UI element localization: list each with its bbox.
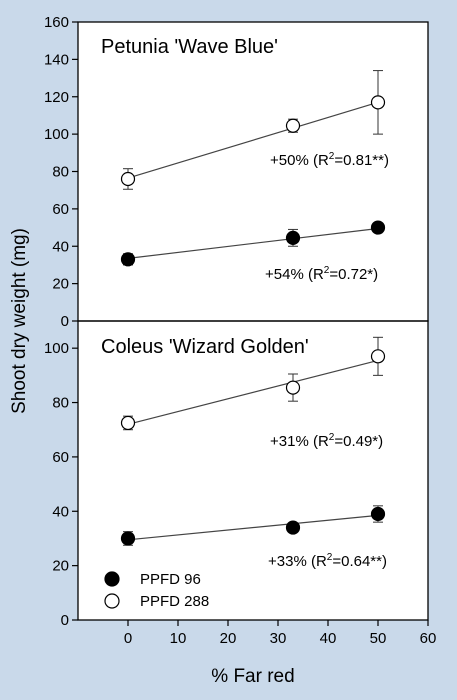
series-ppfd-96: +54% (R2=0.72*) (120, 220, 386, 283)
data-point (370, 506, 386, 522)
data-point (120, 252, 136, 267)
series-ppfd-288: +31% (R2=0.49*) (120, 336, 386, 450)
series-ppfd-288: +50% (R2=0.81**) (120, 70, 389, 190)
panel-frame (77, 320, 429, 621)
regression-annotation: +33% (R2=0.64**) (268, 552, 387, 570)
y-tick-label: 100 (44, 126, 69, 143)
y-tick-label: 20 (52, 558, 69, 575)
legend-item: PPFD 96 (104, 571, 201, 588)
legend-label: PPFD 288 (140, 593, 209, 610)
legend: PPFD 96 PPFD 288 (104, 571, 209, 610)
y-tick-label: 0 (61, 313, 69, 330)
legend-item: PPFD 288 (104, 593, 209, 610)
y-tick-label: 60 (52, 201, 69, 218)
y-tick-label: 40 (52, 503, 69, 520)
data-point (285, 118, 301, 133)
y-tick-label: 80 (52, 395, 69, 412)
data-point (120, 171, 136, 187)
panel-title: Coleus 'Wizard Golden' (101, 336, 309, 358)
regression-line (127, 101, 379, 179)
data-point (370, 349, 386, 364)
x-tick-label: 0 (124, 630, 132, 647)
data-point (370, 95, 386, 110)
legend-label: PPFD 96 (140, 571, 201, 588)
x-tick-label: 10 (170, 630, 187, 647)
legend-marker-open (104, 593, 120, 609)
y-tick-label: 60 (52, 449, 69, 466)
regression-line (127, 514, 379, 541)
regression-annotation: +54% (R2=0.72*) (265, 265, 378, 283)
panel-2: 0 20 40 60 80 100 Coleus 'Wizard Golden' +33% (… (44, 320, 429, 629)
data-point (285, 520, 301, 535)
x-axis: 0 10 20 30 40 50 60 (124, 620, 437, 647)
series-ppfd-96: +33% (R2=0.64**) (120, 505, 387, 570)
x-tick-label: 60 (420, 630, 437, 647)
panel-title: Petunia 'Wave Blue' (101, 36, 278, 58)
y-tick-label: 0 (61, 612, 69, 629)
regression-annotation: +50% (R2=0.81**) (270, 151, 389, 169)
x-tick-label: 40 (320, 630, 337, 647)
y-tick-label: 140 (44, 51, 69, 68)
panels-layer: 0 20 40 60 80 100 120 140 160 Petunia 'Wave Blue'… (44, 14, 429, 629)
x-tick-label: 30 (270, 630, 287, 647)
x-tick-label: 20 (220, 630, 237, 647)
regression-annotation: +31% (R2=0.49*) (270, 432, 383, 450)
data-point (120, 531, 136, 546)
y-tick-label: 160 (44, 14, 69, 31)
data-point (120, 415, 136, 431)
y-tick-label: 120 (44, 89, 69, 106)
data-point (370, 220, 386, 235)
regression-line (127, 227, 379, 259)
y-tick-label: 20 (52, 276, 69, 293)
y-tick-label: 100 (44, 340, 69, 357)
legend-marker-filled (104, 571, 120, 587)
data-point (285, 230, 301, 245)
panel-1: 0 20 40 60 80 100 120 140 160 Petunia 'Wave Blue'… (44, 14, 429, 330)
regression-line (127, 359, 379, 425)
y-axis-label: Shoot dry weight (mg) (9, 228, 30, 414)
x-axis-label: % Far red (211, 666, 294, 687)
x-tick-label: 50 (370, 630, 387, 647)
data-point (285, 380, 301, 395)
y-tick-label: 80 (52, 164, 69, 181)
y-tick-label: 40 (52, 238, 69, 255)
